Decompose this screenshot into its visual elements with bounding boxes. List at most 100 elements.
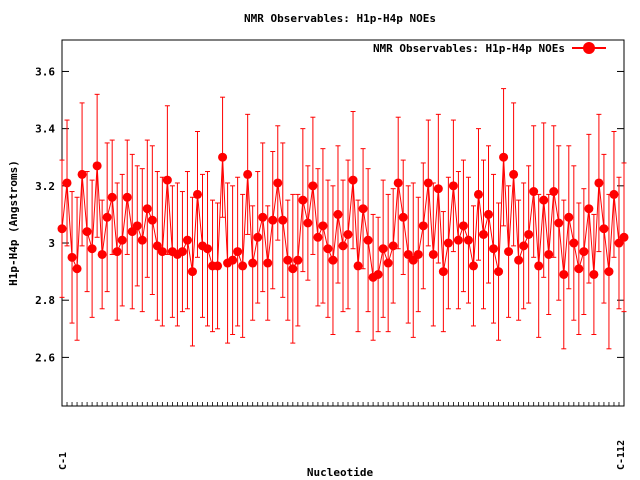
x-tick-label-first: C-1 (58, 452, 69, 470)
data-point (423, 178, 433, 188)
data-point (147, 215, 157, 225)
data-point (263, 258, 273, 268)
data-point (569, 238, 579, 248)
y-tick-label: 3.6 (35, 65, 55, 78)
data-point (142, 204, 152, 214)
chart-title: NMR Observables: H1p-H4p NOEs (244, 12, 436, 25)
data-point (122, 192, 132, 202)
data-point (589, 269, 599, 279)
data-point (283, 255, 293, 265)
y-tick-label: 2.6 (35, 351, 55, 364)
data-point (554, 218, 564, 228)
data-point (308, 181, 318, 191)
y-tick-label: 3 (48, 237, 55, 250)
data-point (418, 221, 428, 231)
data-point (559, 269, 569, 279)
data-point (388, 241, 398, 251)
data-point (393, 178, 403, 188)
data-point (233, 247, 243, 257)
data-point (177, 247, 187, 257)
data-point (97, 249, 107, 259)
data-point (428, 249, 438, 259)
data-point (473, 189, 483, 199)
data-point (72, 264, 82, 274)
data-point (137, 235, 147, 245)
data-point (363, 235, 373, 245)
data-point (514, 255, 524, 265)
data-point (213, 261, 223, 271)
data-point (67, 252, 77, 262)
data-point (303, 218, 313, 228)
data-point (82, 227, 92, 237)
data-point (373, 269, 383, 279)
data-point (243, 169, 253, 179)
data-point (604, 267, 614, 277)
data-point (182, 235, 192, 245)
data-point (358, 204, 368, 214)
data-point (323, 244, 333, 254)
x-axis-label: Nucleotide (307, 466, 374, 479)
legend-marker (583, 42, 595, 54)
data-point (398, 212, 408, 222)
data-point (539, 195, 549, 205)
data-point (203, 244, 213, 254)
data-point (288, 264, 298, 274)
data-point (258, 212, 268, 222)
data-point (438, 267, 448, 277)
data-point (298, 195, 308, 205)
data-point (273, 178, 283, 188)
data-point (504, 247, 514, 257)
data-point (107, 192, 117, 202)
y-axis-label: H1p-H4p (Angstroms) (7, 160, 20, 286)
data-point (564, 212, 574, 222)
data-point (192, 189, 202, 199)
data-point (253, 232, 263, 242)
y-tick-label: 3.2 (35, 180, 55, 193)
data-point (218, 152, 228, 162)
data-point (187, 267, 197, 277)
data-point (529, 187, 539, 197)
data-point (77, 169, 87, 179)
data-point (157, 247, 167, 257)
data-point (338, 241, 348, 251)
data-point (92, 161, 102, 171)
y-tick-label: 2.8 (35, 294, 55, 307)
data-point (468, 261, 478, 271)
data-point (443, 238, 453, 248)
data-point (549, 187, 559, 197)
data-point (383, 258, 393, 268)
data-point (378, 244, 388, 254)
data-point (599, 224, 609, 234)
data-point (132, 221, 142, 231)
data-point (479, 229, 488, 239)
data-point (293, 255, 303, 265)
data-point (484, 209, 494, 219)
data-point (619, 232, 629, 242)
data-point (544, 249, 554, 259)
data-point (609, 189, 619, 199)
data-point (494, 267, 504, 277)
data-point (524, 229, 534, 239)
data-point (328, 255, 338, 265)
data-point (333, 209, 343, 219)
data-point (458, 221, 468, 231)
data-point (343, 229, 353, 239)
data-point (87, 244, 97, 254)
legend-label: NMR Observables: H1p-H4p NOEs (373, 42, 565, 55)
data-point (509, 169, 519, 179)
data-point (489, 244, 499, 254)
legend: NMR Observables: H1p-H4p NOEs (373, 42, 606, 55)
data-point (112, 247, 122, 257)
data-point (62, 178, 72, 188)
data-point (117, 235, 127, 245)
data-point (238, 261, 248, 271)
y-tick-label: 3.4 (35, 123, 55, 136)
data-point (463, 235, 473, 245)
x-tick-label-last: C-112 (616, 440, 627, 470)
data-point (413, 249, 423, 259)
data-point (162, 175, 172, 185)
data-point (353, 261, 363, 271)
data-point (499, 152, 509, 162)
data-point (248, 258, 258, 268)
